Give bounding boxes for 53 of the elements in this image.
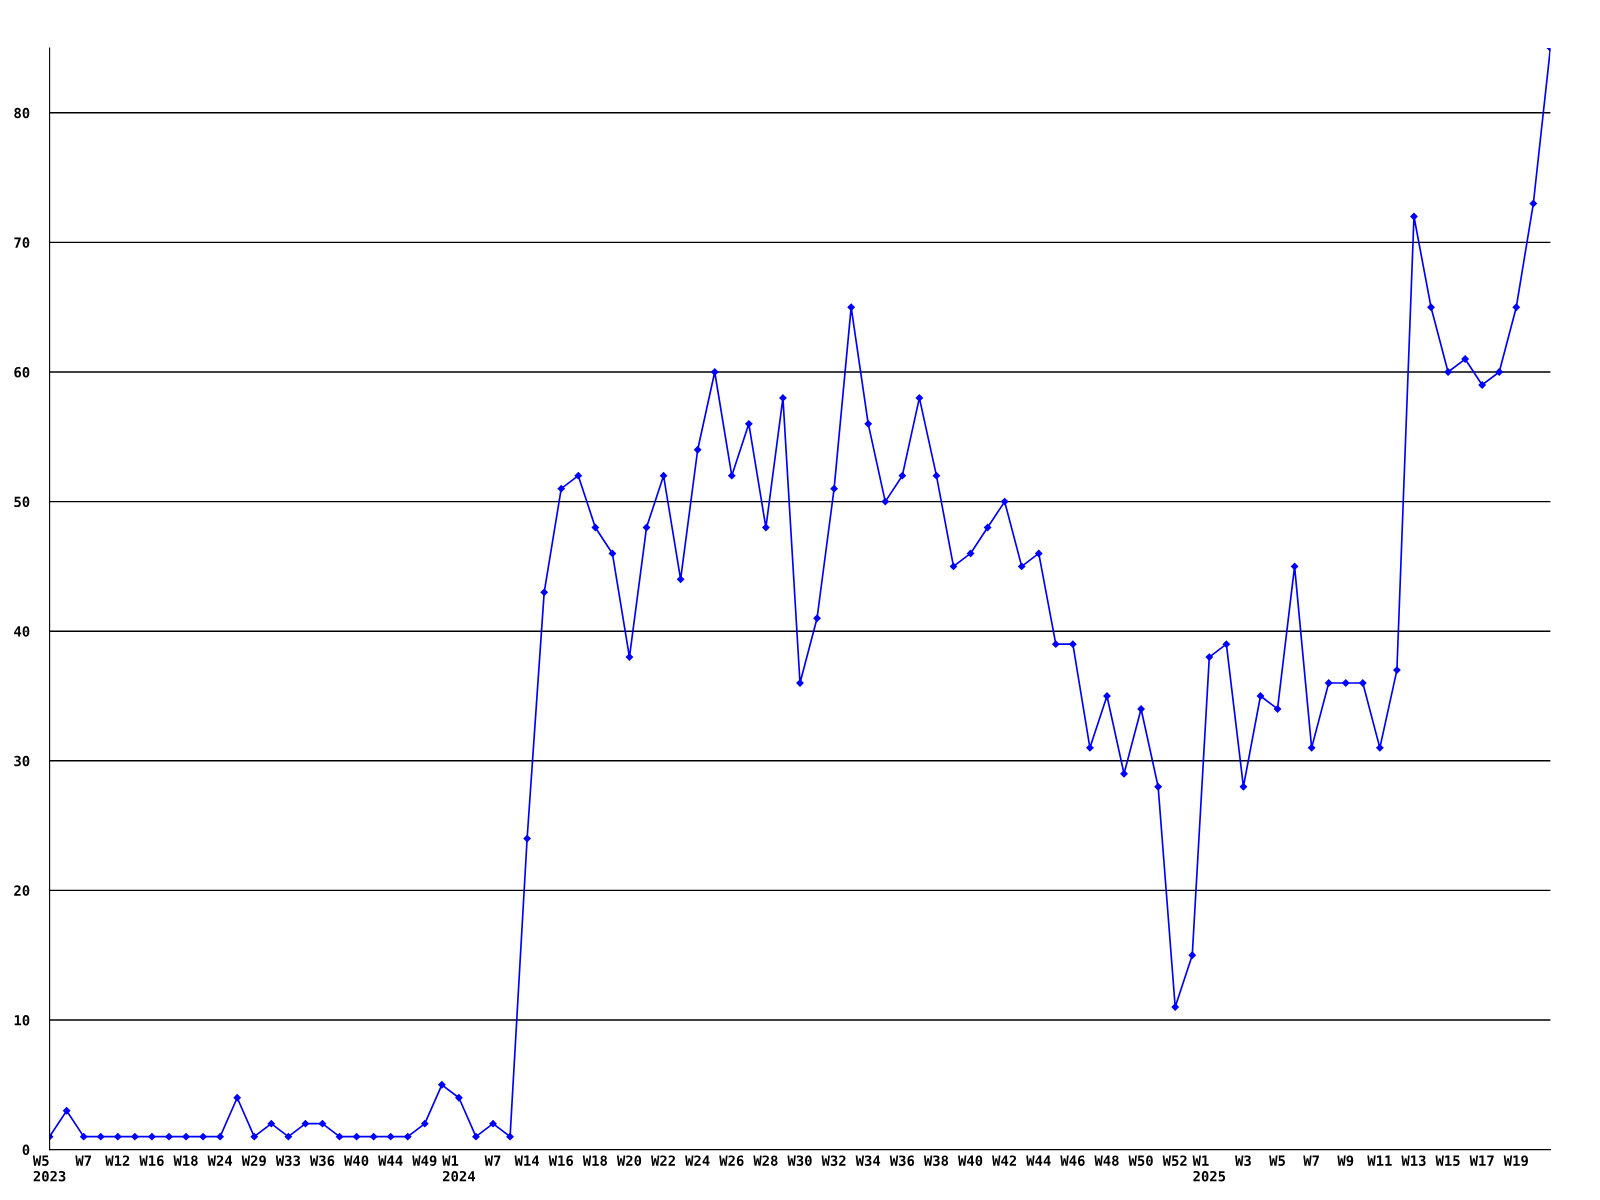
x-tick-label: W30 [787,1155,812,1166]
x-tick-label: W17 [1469,1155,1494,1166]
x-tick-label: W42 [992,1155,1017,1166]
x-tick-label: W7 [1303,1155,1319,1166]
x-tick-label: W14 [514,1155,540,1166]
y-tick-label: 0 [22,1144,30,1156]
x-tick-label: W29 [241,1155,266,1166]
x-tick-label: W18 [582,1155,608,1166]
x-tick-label: W1 2025 [1192,1155,1226,1182]
x-tick-label: W50 [1128,1155,1153,1166]
x-tick-label: W44 [378,1155,403,1166]
x-tick-label: W28 [753,1155,778,1166]
x-tick-label: W46 [1060,1155,1085,1166]
x-tick-label: W19 [1503,1155,1528,1166]
y-tick-label: 50 [14,496,30,508]
x-tick-label: W48 [1094,1155,1119,1166]
x-tick-label: W36 [309,1155,335,1166]
y-tick-label: 40 [14,626,30,637]
x-tick-label: W52 [1162,1155,1187,1166]
y-tick-label: 10 [14,1014,30,1026]
x-tick-label: W9 [1337,1155,1354,1166]
y-tick-label: 80 [14,107,30,119]
x-tick-label: W5 2023 [32,1155,66,1182]
x-tick-label: W32 [821,1155,846,1166]
x-tick-label: W7 [484,1155,501,1166]
x-tick-label: W24 [207,1155,233,1166]
x-tick-label: W22 [651,1155,675,1166]
x-tick-label: W49 [412,1155,437,1166]
x-tick-label: W40 [344,1155,369,1166]
x-tick-label: W7 [75,1155,92,1166]
x-tick-label: W20 [616,1155,642,1166]
x-tick-label: W26 [719,1155,744,1166]
x-tick-label: W3 [1235,1155,1251,1166]
y-tick-label: 70 [14,237,30,248]
x-tick-label: W44 [1026,1155,1051,1166]
x-tick-label: W36 [889,1155,915,1166]
x-tick-label: W15 [1435,1155,1460,1166]
x-tick-label: W34 [855,1155,881,1166]
x-tick-label: W40 [958,1155,983,1166]
x-tick-label: W24 [685,1155,710,1166]
x-tick-label: W11 [1367,1155,1392,1166]
x-tick-label: W1 2024 [442,1155,476,1182]
y-tick-label: 30 [14,755,30,767]
x-tick-label: W16 [139,1155,164,1166]
x-tick-label: W33 [275,1155,301,1166]
x-tick-label: W5 [1269,1155,1285,1166]
x-tick-label: W16 [548,1155,574,1166]
x-tick-label: W18 [173,1155,198,1166]
x-tick-label: W13 [1401,1155,1426,1166]
y-tick-label: 60 [14,366,30,378]
x-tick-label: W12 [105,1155,130,1166]
x-tick-label: W38 [923,1155,949,1166]
y-tick-label: 20 [14,885,30,896]
